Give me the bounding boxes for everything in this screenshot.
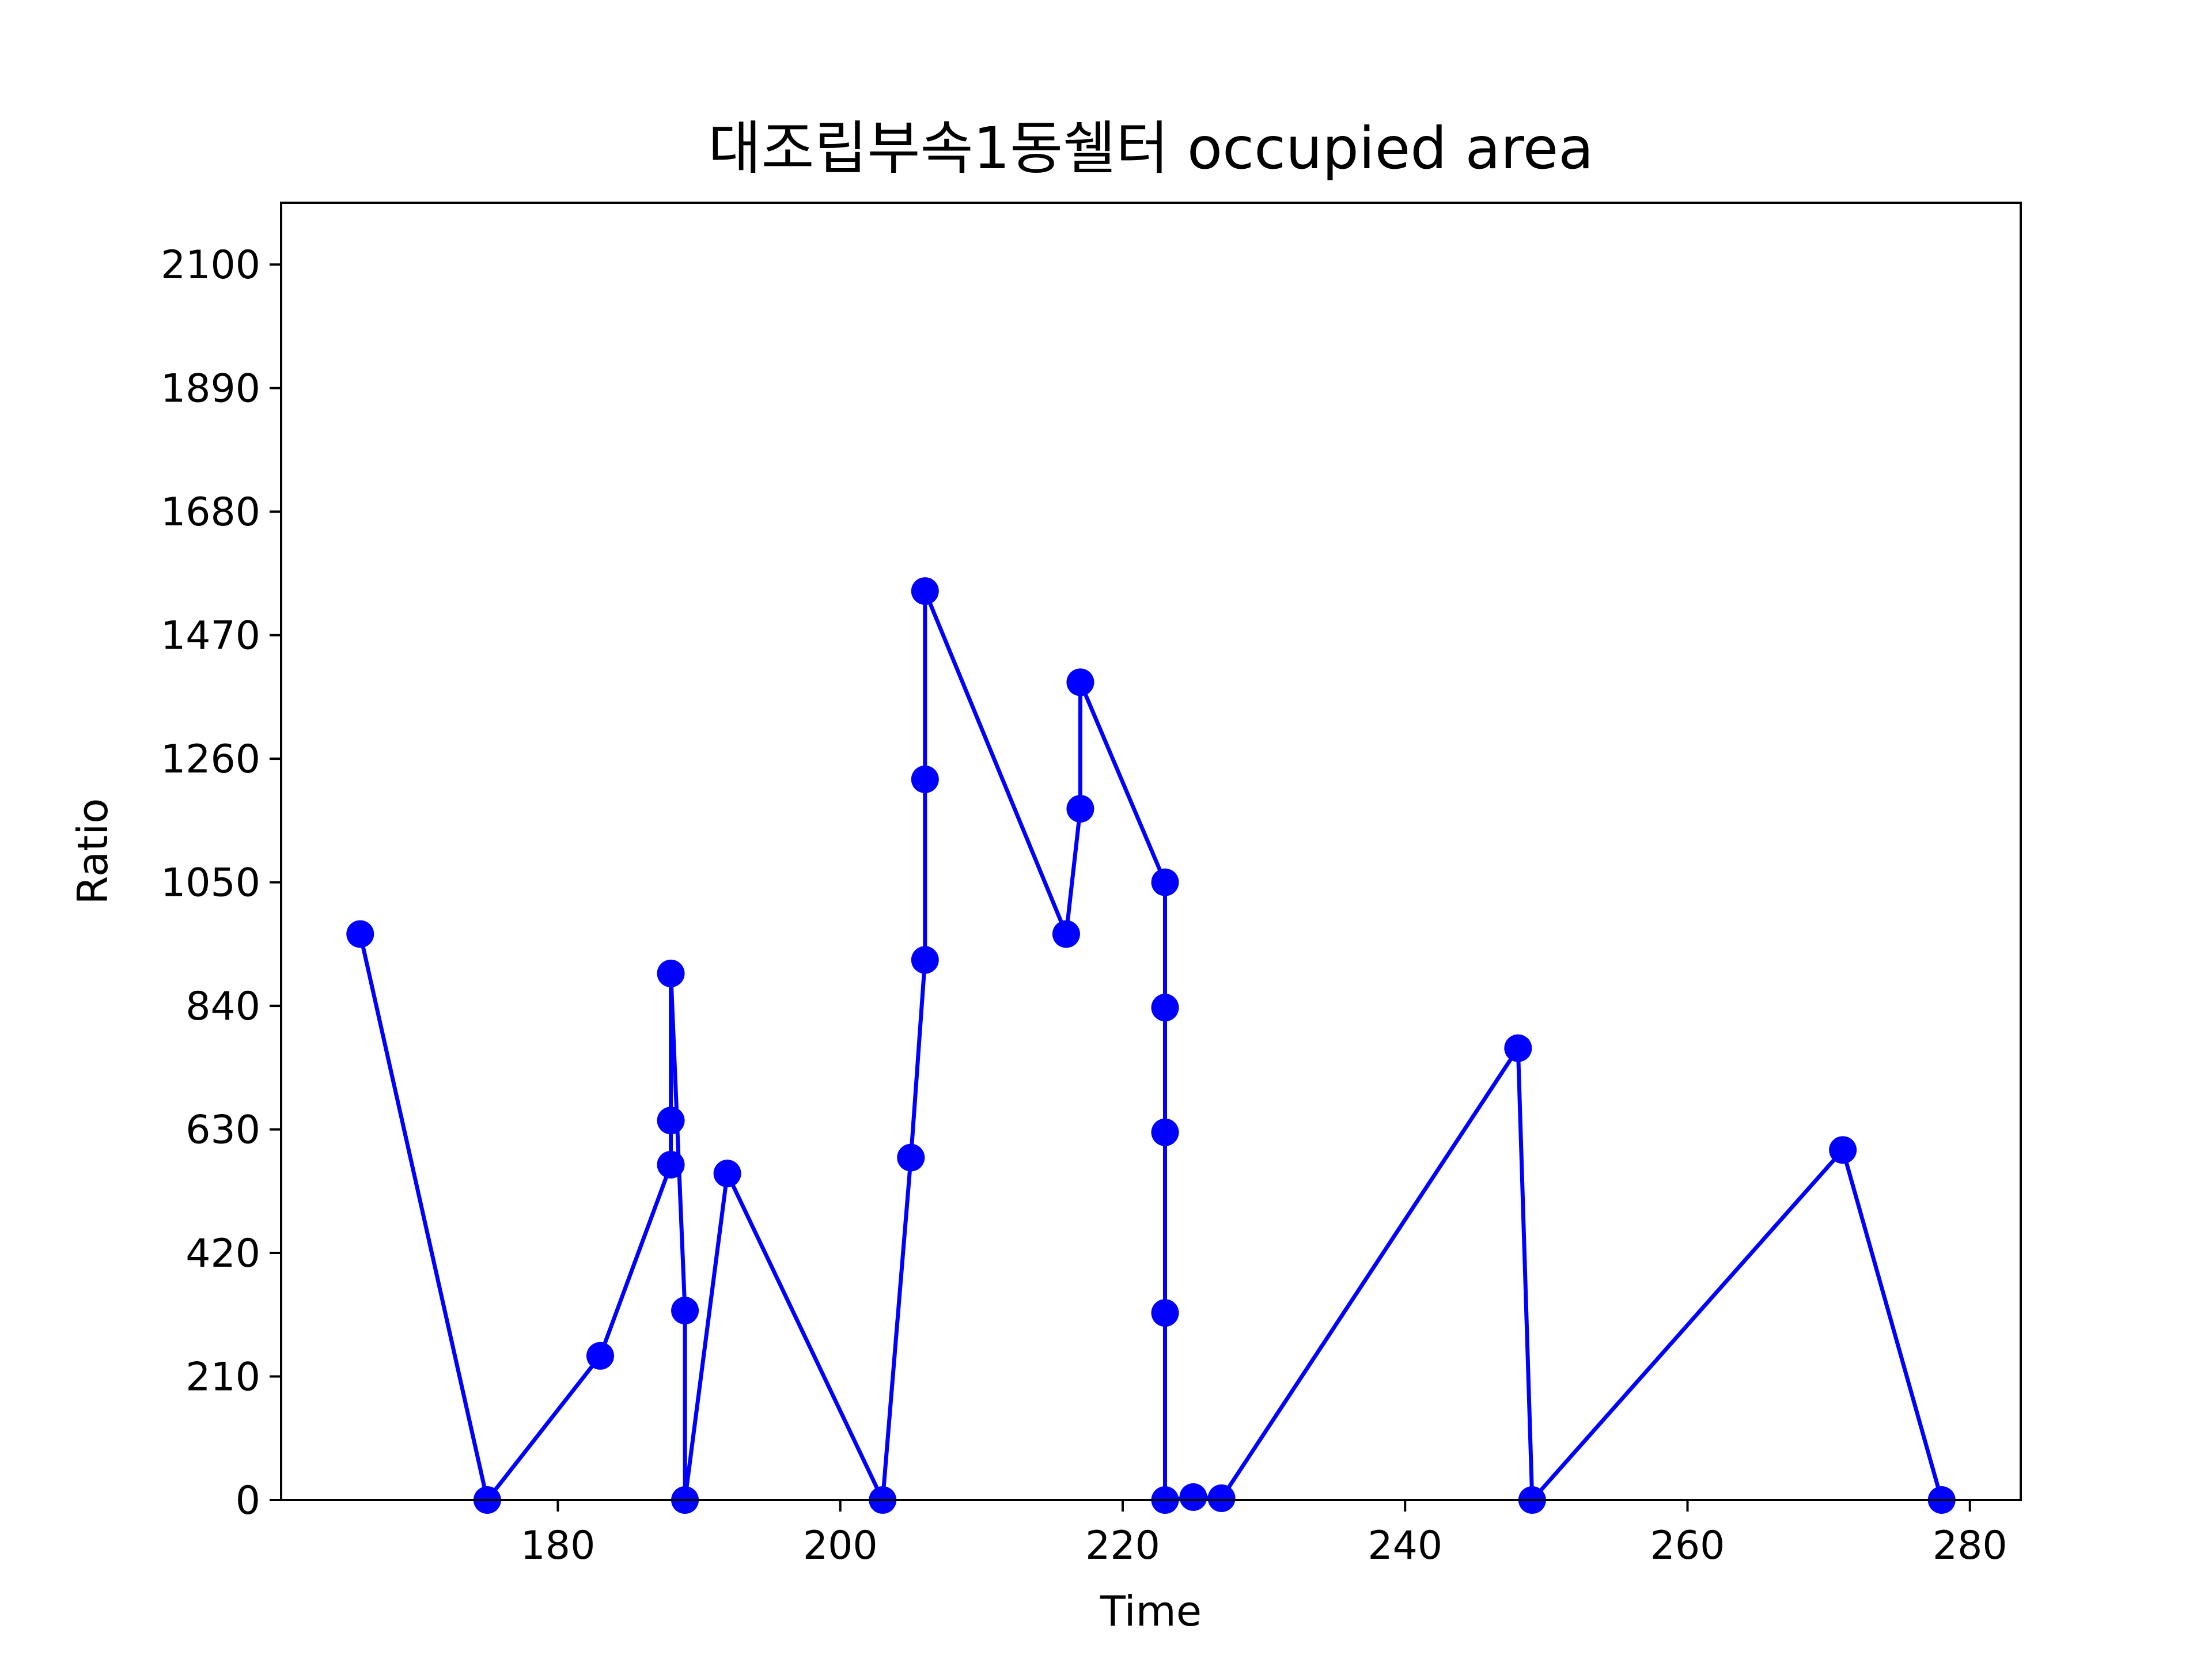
data-point	[713, 1160, 741, 1188]
y-axis-label: Ratio	[69, 798, 117, 905]
data-point	[1066, 794, 1094, 823]
data-point	[897, 1143, 925, 1172]
y-tick-label: 1470	[161, 613, 260, 659]
y-tick-label: 1890	[161, 366, 260, 412]
data-point	[657, 1107, 685, 1135]
x-tick-label: 220	[1085, 1523, 1160, 1569]
data-point	[586, 1342, 614, 1370]
y-tick-label: 2100	[161, 243, 260, 288]
data-point	[1151, 1299, 1179, 1327]
x-tick-label: 200	[803, 1523, 878, 1569]
data-point	[911, 577, 939, 605]
data-point	[1066, 668, 1094, 696]
data-point	[1052, 920, 1080, 948]
data-point	[1829, 1136, 1857, 1164]
x-axis-ticks: 180 200 220 240 260 280	[521, 1500, 2008, 1569]
y-tick-label: 1260	[161, 737, 260, 782]
y-tick-label: 0	[236, 1478, 260, 1524]
y-tick-label: 630	[185, 1108, 260, 1153]
x-tick-label: 260	[1650, 1523, 1725, 1569]
data-point	[911, 946, 939, 974]
x-tick-label: 280	[1933, 1523, 2008, 1569]
data-point	[1151, 868, 1179, 896]
y-tick-label: 1680	[161, 490, 260, 535]
y-axis-ticks: 0 210 420 630 840 1050 1260 1470 1680 1890 2100	[161, 243, 281, 1524]
data-point	[346, 920, 374, 948]
data-point	[911, 765, 939, 793]
x-axis-label: Time	[1100, 1587, 1202, 1635]
y-tick-label: 420	[185, 1231, 260, 1277]
chart-title: 대조립부속1동쉘터 occupied area	[709, 115, 1594, 182]
y-tick-label: 210	[185, 1355, 260, 1400]
x-tick-label: 240	[1368, 1523, 1442, 1569]
data-point	[1504, 1034, 1532, 1062]
data-point	[657, 959, 685, 987]
plot-frame	[280, 202, 2022, 1501]
x-tick-label: 180	[521, 1523, 596, 1569]
y-tick-label: 840	[185, 984, 260, 1029]
data-point	[1179, 1483, 1207, 1511]
y-tick-label: 1050	[161, 861, 260, 906]
series-line	[358, 589, 1945, 1503]
data-point	[671, 1297, 699, 1325]
data-point	[1207, 1484, 1236, 1512]
data-point	[1151, 994, 1179, 1022]
data-point	[657, 1150, 685, 1179]
plot-series	[346, 577, 1956, 1514]
data-point	[1151, 1118, 1179, 1146]
